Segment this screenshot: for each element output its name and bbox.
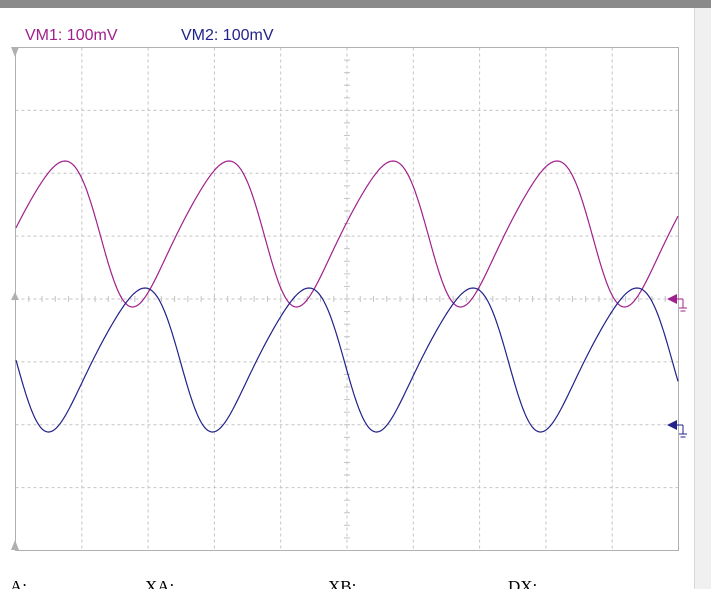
channel-b-label: VM2: 100mV	[181, 27, 274, 44]
bottom-marker	[11, 540, 19, 550]
readout-xa: XA:	[145, 577, 174, 589]
top-bar	[0, 0, 711, 8]
readout-xb: XB:	[328, 577, 356, 589]
readout-a: A:	[10, 577, 27, 589]
waveform-a	[15, 160, 679, 308]
ground-marker-a	[667, 294, 687, 312]
waveform-b	[15, 287, 679, 433]
readout-dx: DX:	[508, 577, 537, 589]
ground-marker-b	[667, 420, 687, 438]
trigger-marker	[11, 292, 19, 300]
side-panel	[695, 8, 711, 589]
grid	[15, 47, 679, 551]
channel-a-label: VM1: 100mV	[25, 27, 118, 44]
top-marker	[11, 47, 19, 57]
